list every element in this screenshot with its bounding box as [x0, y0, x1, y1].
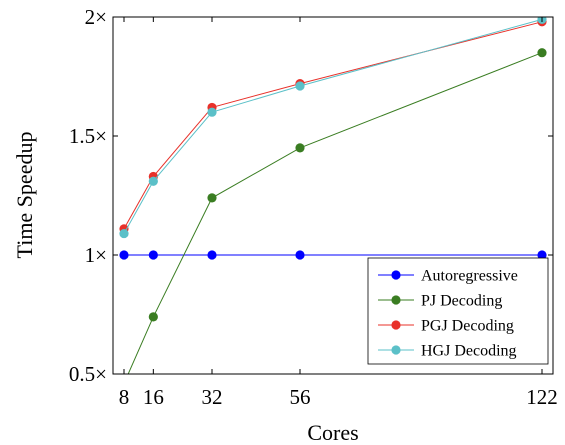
legend-marker [391, 295, 401, 305]
data-point [295, 250, 305, 260]
data-point [148, 176, 158, 186]
data-point [295, 143, 305, 153]
axis-layer: 0.5× 1× 1.5× 2× 8 16 32 56 122 [69, 5, 558, 409]
y-tick-label: 0.5× [69, 362, 107, 386]
legend-marker [391, 320, 401, 330]
data-point [119, 250, 129, 260]
data-point [148, 250, 158, 260]
legend-label: Autoregressive [421, 268, 518, 285]
x-tick-label: 8 [119, 385, 130, 409]
data-point [119, 228, 129, 239]
legend-label: PGJ Decoding [421, 318, 514, 335]
series-line [123, 21, 543, 230]
y-axis-title: Time Speedup [12, 132, 37, 259]
series-line [123, 18, 543, 234]
x-tick-label: 32 [202, 385, 223, 409]
legend-marker [391, 270, 401, 280]
series-layer [119, 17, 547, 374]
x-tick-label: 122 [526, 385, 558, 409]
legend: Autoregressive PJ Decoding PGJ Decoding HGJ… [367, 257, 549, 365]
legend-label: PJ Decoding [421, 293, 502, 310]
y-tick-label: 2× [85, 5, 107, 29]
legend-label: HGJ Decoding [421, 343, 517, 360]
x-tick-label: 56 [290, 385, 311, 409]
data-point [207, 193, 217, 203]
data-point [537, 48, 547, 58]
data-point [148, 312, 158, 322]
plot-frame [112, 16, 554, 375]
data-point [207, 107, 217, 117]
legend-marker [391, 345, 401, 355]
data-point [207, 250, 217, 260]
x-axis-title: Cores [307, 420, 358, 445]
x-tick-label: 16 [143, 385, 164, 409]
y-tick-label: 1.5× [69, 124, 107, 148]
y-tick-label: 1× [85, 243, 107, 267]
data-point [295, 81, 305, 91]
data-point [537, 250, 547, 260]
